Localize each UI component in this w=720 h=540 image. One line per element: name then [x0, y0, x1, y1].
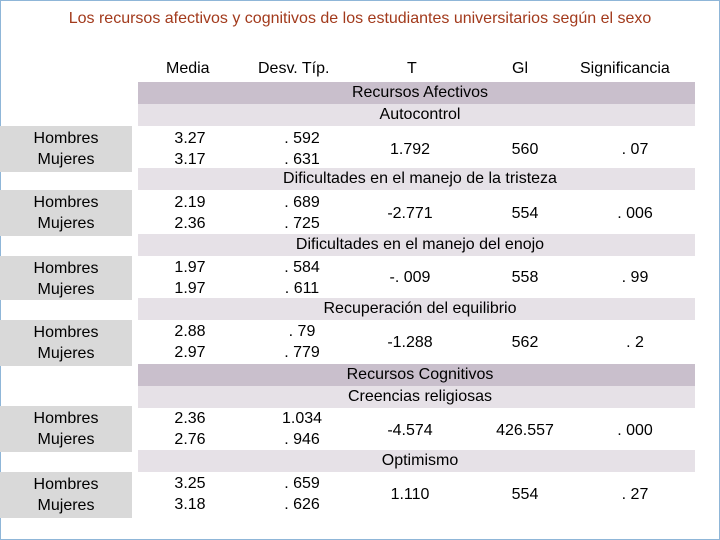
group-mujeres: Mujeres [37, 281, 95, 298]
sig-value: . 07 [621, 141, 649, 158]
desv-mujeres: . 725 [284, 215, 320, 232]
group-mujeres: Mujeres [37, 345, 95, 362]
section-band-afectivos [138, 82, 695, 104]
group-mujeres: Mujeres [37, 215, 95, 232]
desv-value: 1.034 . 946 [262, 408, 342, 450]
desv-hombres: . 79 [288, 323, 316, 340]
group-hombres: Hombres [33, 476, 99, 493]
t-value: -2.771 [387, 205, 433, 222]
media-mujeres: 2.36 [174, 215, 206, 232]
media-value: 1.97 1.97 [160, 257, 220, 299]
t-value: -4.574 [387, 422, 433, 439]
subheader-band-creencias [138, 386, 695, 408]
media-value: 2.19 2.36 [160, 192, 220, 234]
media-hombres: 1.97 [174, 259, 206, 276]
header-media: Media [166, 60, 210, 77]
subheader-creencias: Creencias religiosas [347, 388, 493, 405]
desv-mujeres: . 779 [284, 344, 320, 361]
row-group-label: Hombres Mujeres [0, 256, 132, 300]
desv-hombres: 1.034 [281, 410, 323, 427]
media-hombres: 3.27 [174, 130, 206, 147]
gl-value: 558 [511, 269, 539, 286]
sig-value: . 27 [621, 486, 649, 503]
group-hombres: Hombres [33, 194, 99, 211]
group-mujeres: Mujeres [37, 151, 95, 168]
media-value: 2.88 2.97 [160, 321, 220, 363]
media-hombres: 3.25 [174, 475, 206, 492]
desv-value: . 689 . 725 [262, 192, 342, 234]
desv-value: . 584 . 611 [262, 257, 342, 299]
group-hombres: Hombres [33, 260, 99, 277]
subheader-band-tristeza [138, 168, 695, 190]
section-afectivos: Recursos Afectivos [351, 84, 489, 101]
subheader-band-enojo [138, 234, 695, 256]
media-value: 2.36 2.76 [160, 408, 220, 450]
gl-value: 562 [511, 334, 539, 351]
desv-hombres: . 659 [284, 475, 320, 492]
header-desv: Desv. Típ. [258, 60, 330, 77]
row-group-label: Hombres Mujeres [0, 126, 132, 172]
subheader-tristeza: Dificultades en el manejo de la tristeza [283, 170, 557, 187]
subheader-band-optimismo [138, 450, 695, 472]
desv-value: . 79 . 779 [262, 321, 342, 363]
media-value: 3.25 3.18 [160, 473, 220, 515]
desv-mujeres: . 626 [284, 496, 320, 513]
header-gl: Gl [512, 60, 528, 77]
subheader-optimismo: Optimismo [381, 452, 459, 469]
sig-value: . 006 [617, 205, 653, 222]
media-hombres: 2.19 [174, 194, 206, 211]
subheader-autocontrol: Autocontrol [379, 106, 461, 123]
row-group-label: Hombres Mujeres [0, 472, 132, 518]
t-value: 1.110 [390, 486, 430, 503]
gl-value: 554 [511, 205, 539, 222]
desv-mujeres: . 946 [284, 431, 320, 448]
media-hombres: 2.36 [174, 410, 206, 427]
group-mujeres: Mujeres [37, 497, 95, 514]
header-significancia: Significancia [580, 60, 670, 77]
desv-mujeres: . 611 [284, 280, 320, 297]
row-group-label: Hombres Mujeres [0, 190, 132, 236]
subheader-band-equilibrio [138, 298, 695, 320]
sig-value: . 000 [617, 422, 653, 439]
section-cognitivos: Recursos Cognitivos [346, 366, 494, 383]
desv-value: . 659 . 626 [262, 473, 342, 515]
gl-value: 426.557 [496, 422, 554, 439]
gl-value: 560 [511, 141, 539, 158]
desv-value: . 592 . 631 [262, 128, 342, 170]
media-mujeres: 1.97 [174, 280, 206, 297]
group-hombres: Hombres [33, 130, 99, 147]
t-value: -1.288 [387, 334, 433, 351]
slide-title: Los recursos afectivos y cognitivos de l… [68, 10, 652, 27]
gl-value: 554 [511, 486, 539, 503]
header-t: T [407, 60, 417, 77]
desv-hombres: . 584 [284, 259, 320, 276]
media-mujeres: 2.97 [174, 344, 206, 361]
group-mujeres: Mujeres [37, 431, 95, 448]
desv-hombres: . 592 [284, 130, 320, 147]
media-value: 3.27 3.17 [160, 128, 220, 170]
row-group-label: Hombres Mujeres [0, 406, 132, 452]
group-hombres: Hombres [33, 324, 99, 341]
section-band-cognitivos [138, 364, 695, 386]
subheader-equilibrio: Recuperación del equilibrio [323, 300, 517, 317]
sig-value: . 2 [626, 334, 644, 351]
sig-value: . 99 [621, 269, 649, 286]
media-mujeres: 3.18 [174, 496, 206, 513]
t-value: 1.792 [389, 141, 431, 158]
row-group-label: Hombres Mujeres [0, 320, 132, 366]
subheader-enojo: Dificultades en el manejo del enojo [295, 236, 545, 253]
media-hombres: 2.88 [174, 323, 206, 340]
desv-mujeres: . 631 [284, 151, 320, 168]
media-mujeres: 2.76 [174, 431, 206, 448]
group-hombres: Hombres [33, 410, 99, 427]
subheader-band-autocontrol [138, 104, 695, 126]
t-value: -. 009 [389, 269, 431, 286]
media-mujeres: 3.17 [174, 151, 206, 168]
desv-hombres: . 689 [284, 194, 320, 211]
